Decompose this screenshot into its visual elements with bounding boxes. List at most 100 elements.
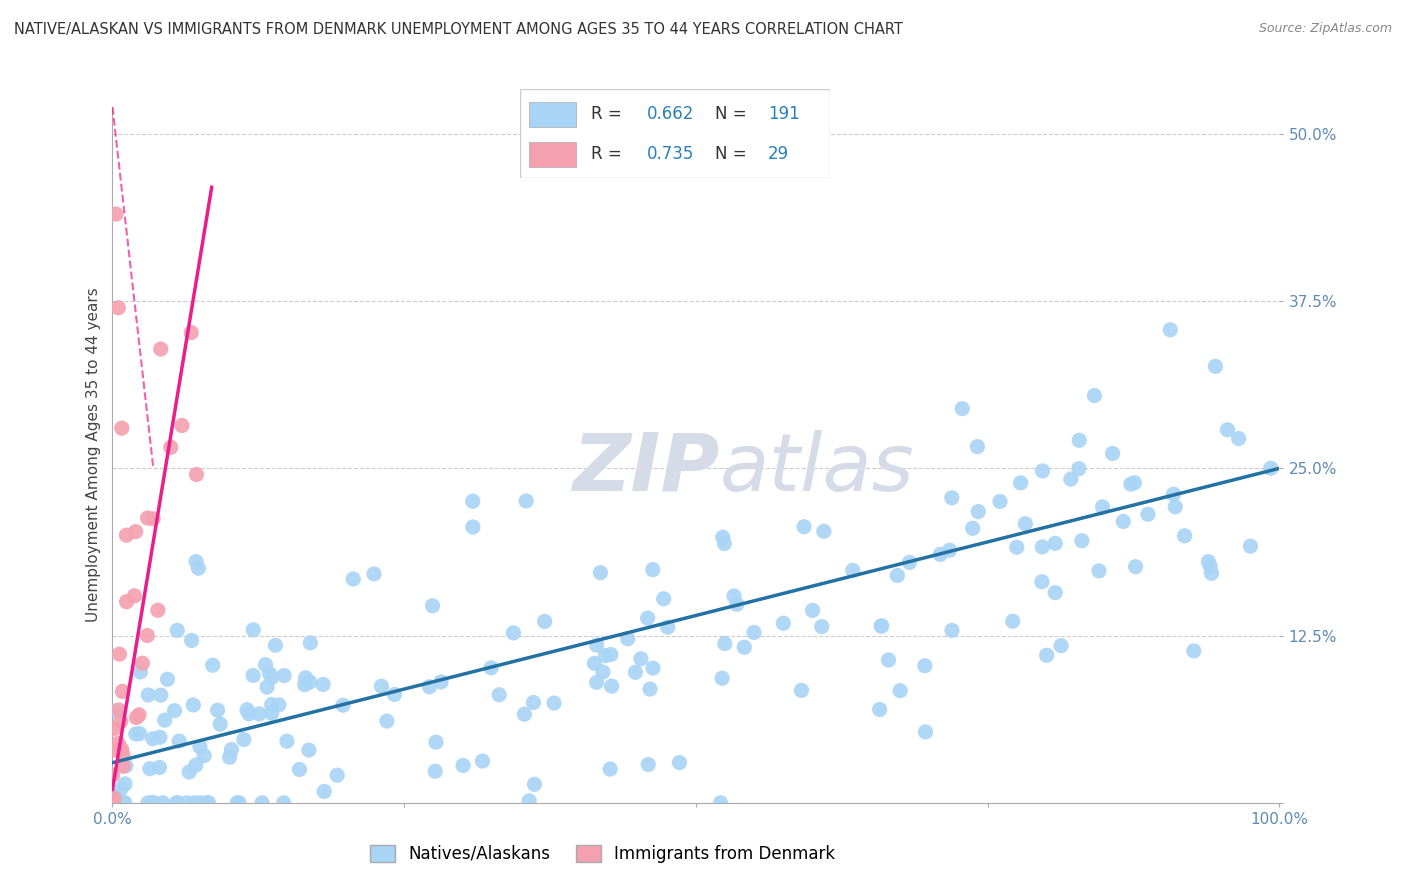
Point <box>938 543 960 558</box>
Text: 0.662: 0.662 <box>647 105 695 123</box>
Point <box>733 640 755 655</box>
Point <box>1227 432 1250 446</box>
Point <box>176 796 198 810</box>
Point <box>170 418 193 433</box>
Point <box>630 652 652 666</box>
Point <box>1031 540 1053 554</box>
Point <box>641 661 664 675</box>
Point <box>276 734 298 748</box>
Point <box>188 739 211 754</box>
Legend: Natives/Alaskans, Immigrants from Denmark: Natives/Alaskans, Immigrants from Denmar… <box>361 836 844 871</box>
Point <box>247 706 270 721</box>
Point <box>1014 516 1036 531</box>
Point <box>197 796 219 810</box>
Point <box>267 698 290 712</box>
Point <box>599 762 621 776</box>
Point <box>183 796 205 810</box>
Text: 29: 29 <box>768 145 789 163</box>
Point <box>451 758 474 772</box>
Point <box>967 505 990 519</box>
Text: N =: N = <box>716 145 747 163</box>
Text: R =: R = <box>592 145 621 163</box>
FancyBboxPatch shape <box>520 89 830 178</box>
Point <box>533 615 555 629</box>
Point <box>260 698 283 712</box>
Point <box>114 777 136 791</box>
Point <box>1136 508 1159 522</box>
Point <box>914 658 936 673</box>
Point <box>149 342 172 356</box>
Point <box>103 787 125 801</box>
Text: atlas: atlas <box>720 430 914 508</box>
Point <box>108 647 131 661</box>
Point <box>167 734 190 748</box>
Point <box>790 683 813 698</box>
Point <box>479 661 502 675</box>
Point <box>238 706 260 721</box>
Point <box>810 619 832 633</box>
Point <box>585 675 607 690</box>
Point <box>124 524 146 539</box>
Point <box>1060 472 1083 486</box>
Point <box>1163 487 1185 501</box>
Point <box>1005 541 1028 555</box>
Point <box>129 665 152 679</box>
Point <box>1001 614 1024 628</box>
Point <box>742 625 765 640</box>
Point <box>941 491 963 505</box>
Point <box>1112 515 1135 529</box>
Point <box>125 727 148 741</box>
Point <box>103 722 125 736</box>
Point <box>652 591 675 606</box>
Point <box>637 757 659 772</box>
Point <box>488 688 510 702</box>
Point <box>136 629 159 643</box>
Point <box>813 524 835 539</box>
Point <box>228 796 250 810</box>
Point <box>1260 461 1282 475</box>
Point <box>273 668 295 682</box>
Point <box>624 665 647 680</box>
Point <box>966 440 988 454</box>
Point <box>153 713 176 727</box>
Point <box>201 658 224 673</box>
Point <box>111 796 134 810</box>
Point <box>111 421 134 435</box>
Point <box>242 668 264 682</box>
Point <box>1199 559 1222 574</box>
Point <box>842 563 865 577</box>
Point <box>107 301 129 315</box>
Point <box>869 702 891 716</box>
Point <box>1050 639 1073 653</box>
Point <box>186 467 208 482</box>
Point <box>1119 477 1142 491</box>
Point <box>422 599 444 613</box>
Point <box>370 679 392 693</box>
Point <box>180 633 202 648</box>
Point <box>148 760 170 774</box>
Point <box>886 568 908 582</box>
Point <box>221 742 243 756</box>
Point <box>711 530 734 544</box>
Point <box>159 440 181 454</box>
Point <box>184 758 207 772</box>
Point <box>616 632 638 646</box>
Point <box>226 796 249 810</box>
Point <box>1069 434 1091 448</box>
Point <box>149 688 172 702</box>
Point <box>1101 446 1123 460</box>
Point <box>941 624 963 638</box>
Point <box>589 566 612 580</box>
Point <box>600 679 623 693</box>
Point <box>709 796 731 810</box>
Point <box>294 671 316 685</box>
Point <box>115 595 138 609</box>
Point <box>114 796 136 810</box>
Point <box>187 561 209 575</box>
Point <box>898 556 921 570</box>
Point <box>638 682 661 697</box>
Point <box>236 703 259 717</box>
Point <box>1204 359 1226 374</box>
Point <box>713 536 735 550</box>
Point <box>342 572 364 586</box>
